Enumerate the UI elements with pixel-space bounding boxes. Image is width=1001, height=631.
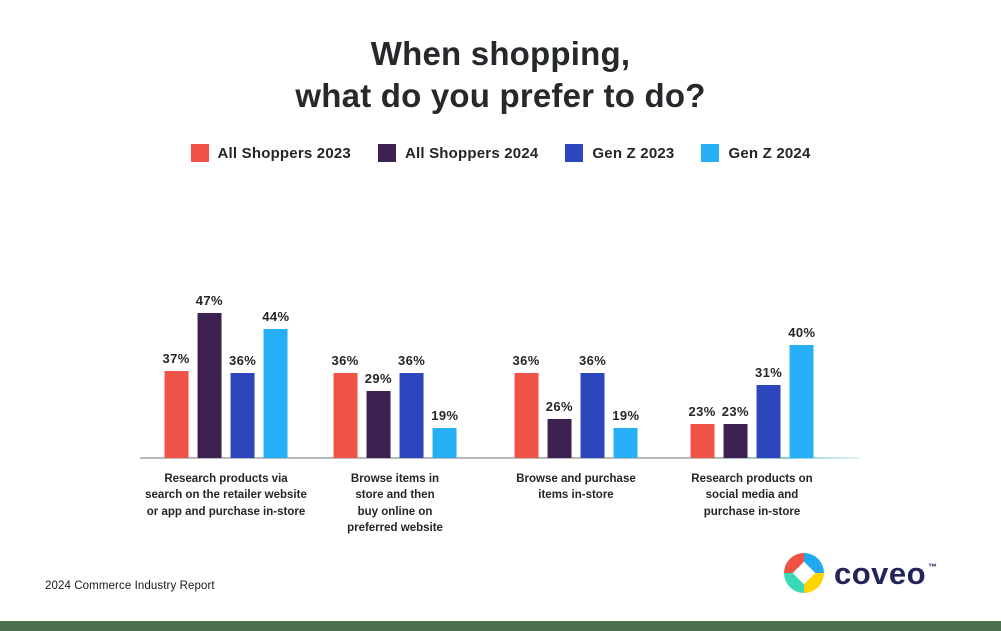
bar-gen-z-2023: [399, 373, 424, 458]
bar-value-label: 26%: [545, 399, 573, 414]
bar-value-label: 29%: [364, 371, 392, 386]
legend-label: All Shoppers 2023: [217, 144, 351, 162]
bar-all-shoppers-2024: [366, 391, 391, 458]
bar-all-shoppers-2023: [514, 373, 539, 458]
category-label: Browse and purchase items in-store: [516, 473, 636, 502]
bar-value-label: 36%: [331, 353, 359, 368]
category-label: Research products via search on the reta…: [145, 473, 307, 518]
bar-value-label: 36%: [579, 353, 607, 368]
bar-column: 44%: [262, 309, 289, 458]
bar-value-label: 19%: [612, 408, 640, 423]
bar-value-label: 37%: [162, 351, 190, 366]
bar-all-shoppers-2024: [547, 419, 572, 458]
bar-column: 19%: [431, 408, 458, 458]
bar-value-label: 36%: [398, 353, 426, 368]
bar-group: 37% 47% 36% 44%: [163, 293, 290, 458]
legend-item-gen-z-2024: Gen Z 2024: [701, 144, 810, 162]
bar-all-shoppers-2024: [197, 313, 222, 458]
source-text: 2024 Commerce Industry Report: [45, 580, 215, 592]
bar-column: 36%: [332, 353, 359, 458]
trademark-symbol: ™: [928, 561, 938, 572]
bar-group: 36% 29% 36% 19%: [332, 353, 459, 458]
bar-value-label: 40%: [788, 325, 816, 340]
bar-gen-z-2024: [263, 329, 288, 458]
bar-column: 36%: [398, 353, 425, 458]
bar-value-label: 36%: [512, 353, 540, 368]
chart-title: When shopping, what do you prefer to do?: [295, 35, 706, 114]
category-label: Research products on social media and pu…: [691, 473, 813, 518]
bar-all-shoppers-2023: [164, 371, 189, 458]
legend-item-gen-z-2023: Gen Z 2023: [565, 144, 674, 162]
bar-gen-z-2024: [613, 428, 638, 458]
bar-value-label: 23%: [688, 404, 716, 419]
bar-column: 36%: [579, 353, 606, 458]
category-label: Browse items in store and then buy onlin…: [347, 473, 443, 534]
legend-item-all-shoppers-2024: All Shoppers 2024: [377, 144, 539, 162]
bar-value-label: 23%: [721, 404, 749, 419]
legend-label: Gen Z 2023: [592, 144, 675, 162]
bar-column: 37%: [163, 351, 190, 458]
bar-gen-z-2023: [230, 373, 255, 458]
x-axis-line: [140, 457, 860, 459]
bar-value-label: 36%: [229, 353, 257, 368]
bar-value-label: 19%: [431, 408, 459, 423]
bar-all-shoppers-2024: [723, 424, 748, 458]
bar-column: 36%: [513, 353, 540, 458]
coveo-logo: coveo ™: [784, 553, 938, 593]
bar-column: 29%: [365, 371, 392, 458]
coveo-wordmark-text: coveo: [834, 555, 927, 591]
legend-label: All Shoppers 2024: [404, 144, 539, 162]
bar-column: 23%: [689, 404, 716, 458]
bar-column: 47%: [196, 293, 223, 458]
legend-item-all-shoppers-2023: All Shoppers 2023: [190, 144, 351, 162]
bar-group: 23% 23% 31% 40%: [689, 325, 816, 458]
bar-column: 26%: [546, 399, 573, 458]
bar-gen-z-2023: [580, 373, 605, 458]
legend-swatch-all-shoppers-2024: [377, 144, 396, 162]
bar-column: 31%: [755, 365, 782, 458]
bar-column: 19%: [612, 408, 639, 458]
bar-column: 23%: [722, 404, 749, 458]
legend-swatch-all-shoppers-2023: [190, 144, 209, 162]
legend-swatch-gen-z-2023: [565, 144, 584, 162]
bar-gen-z-2024: [432, 428, 457, 458]
bar-value-label: 47%: [195, 293, 223, 308]
chart-legend: All Shoppers 2023 All Shoppers 2024 Gen …: [0, 144, 1001, 162]
bar-gen-z-2023: [756, 385, 781, 458]
bar-value-label: 31%: [755, 365, 783, 380]
coveo-logo-icon: [784, 553, 824, 593]
coveo-wordmark: coveo ™: [834, 558, 938, 589]
bar-group: 36% 26% 36% 19%: [513, 353, 640, 458]
bottom-accent-bar: [0, 621, 1001, 631]
bar-value-label: 44%: [262, 309, 290, 324]
bar-gen-z-2024: [789, 345, 814, 458]
bar-all-shoppers-2023: [333, 373, 358, 458]
bar-all-shoppers-2023: [690, 424, 715, 458]
bar-column: 36%: [229, 353, 256, 458]
legend-swatch-gen-z-2024: [701, 144, 720, 162]
legend-label: Gen Z 2024: [728, 144, 811, 162]
bar-column: 40%: [788, 325, 815, 458]
